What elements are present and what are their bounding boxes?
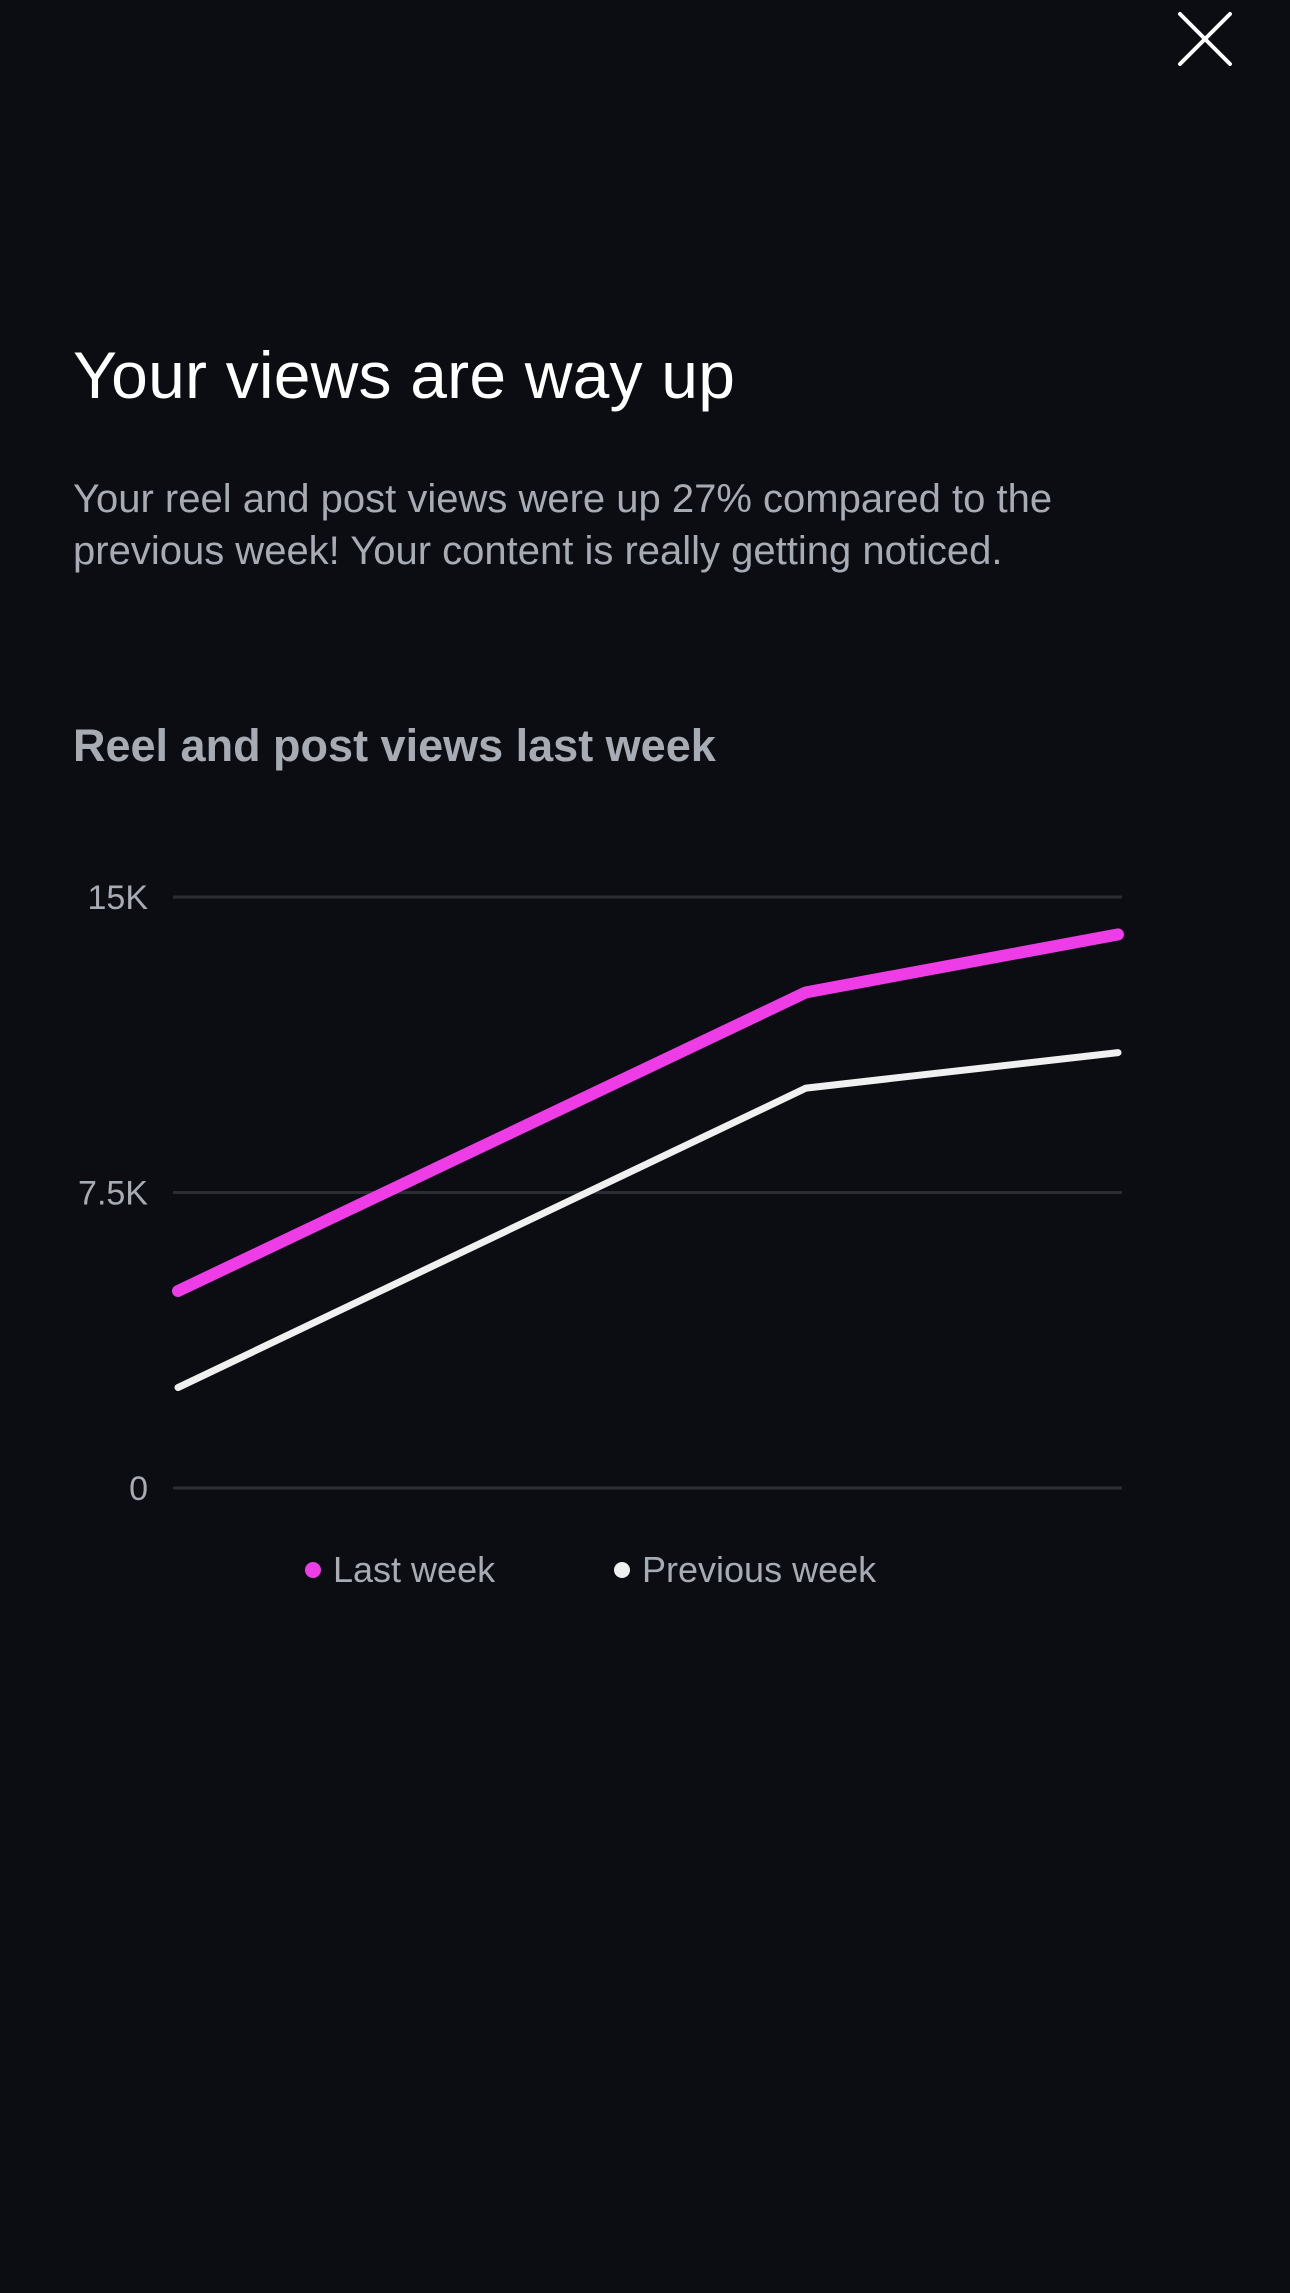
y-tick-label: 15K	[88, 879, 149, 917]
close-button[interactable]	[1172, 6, 1238, 72]
legend-dot-previous-week	[614, 1562, 630, 1578]
chart-title: Reel and post views last week	[73, 720, 716, 771]
y-tick-label: 0	[129, 1470, 148, 1508]
y-tick-label: 7.5K	[78, 1175, 148, 1213]
legend-dot-last-week	[305, 1562, 321, 1578]
legend-label-previous-week: Previous week	[642, 1549, 877, 1590]
series-line-last-week	[172, 928, 1124, 1297]
close-icon	[1178, 12, 1232, 66]
legend-item-last-week: Last week	[305, 1545, 495, 1595]
page-title: Your views are way up	[73, 338, 736, 412]
summary-text: Your reel and post views were up 27% com…	[73, 477, 1053, 573]
views-line-chart: 0 7.5K 15K	[78, 879, 1124, 1508]
legend-label-last-week: Last week	[333, 1549, 496, 1590]
legend-item-previous-week: Previous week	[614, 1545, 876, 1595]
